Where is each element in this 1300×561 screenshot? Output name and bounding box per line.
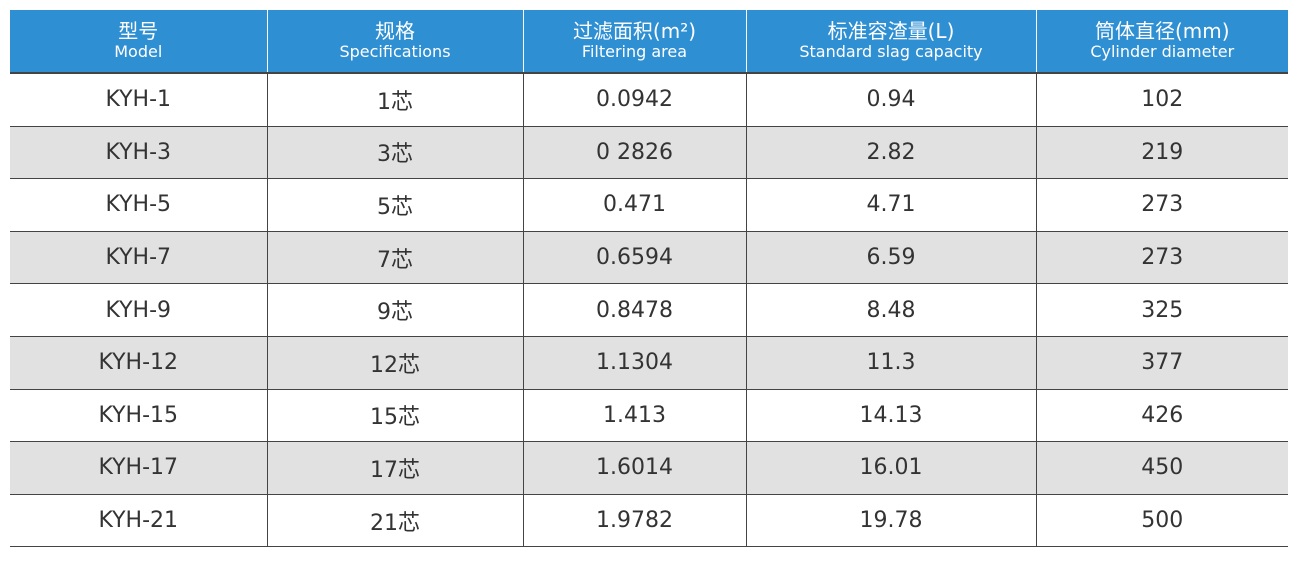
table-row: KYH-21 21芯 1.9782 19.78 500 <box>10 494 1288 548</box>
table-cell: 5芯 <box>266 178 523 232</box>
header-subtitle: Standard slag capacity <box>799 42 983 62</box>
table-cell: 325 <box>1035 283 1288 337</box>
table-cell: 273 <box>1035 178 1288 232</box>
table-row: KYH-3 3芯 0 2826 2.82 219 <box>10 126 1288 180</box>
table-cell: KYH-5 <box>10 178 267 232</box>
spec-table: 型号 Model 规格 Specifications 过滤面积(m²) Filtering… <box>10 10 1288 548</box>
table-cell: KYH-1 <box>10 71 267 127</box>
header-subtitle: Cylinder diameter <box>1090 42 1235 62</box>
table-row: KYH-15 15芯 1.413 14.13 426 <box>10 389 1288 443</box>
header-cell: 规格 Specifications <box>266 10 523 73</box>
header-cell: 标准容渣量(L) Standard slag capacity <box>745 10 1036 73</box>
table-cell: 0.471 <box>522 178 746 232</box>
table-cell: KYH-3 <box>10 126 267 180</box>
table-cell: 3芯 <box>266 126 523 180</box>
header-title: 筒体直径(mm) <box>1094 19 1230 44</box>
table-cell: 15芯 <box>266 389 523 443</box>
table-cell: 102 <box>1035 71 1288 127</box>
header-cell: 筒体直径(mm) Cylinder diameter <box>1035 10 1288 73</box>
table-cell: KYH-21 <box>10 494 267 548</box>
table-cell: 6.59 <box>745 231 1036 285</box>
table-cell: 11.3 <box>745 336 1036 390</box>
header-cell: 型号 Model <box>10 10 267 73</box>
table-cell: 500 <box>1035 494 1288 548</box>
table-row: KYH-9 9芯 0.8478 8.48 325 <box>10 283 1288 337</box>
table-body: KYH-1 1芯 0.0942 0.94 102 KYH-3 3芯 0 2826 2.82 219… <box>10 71 1288 548</box>
table-cell: 8.48 <box>745 283 1036 337</box>
table-cell: 1芯 <box>266 71 523 127</box>
header-subtitle: Filtering area <box>581 42 688 62</box>
header-title: 标准容渣量(L) <box>827 19 955 44</box>
table-cell: 377 <box>1035 336 1288 390</box>
header-subtitle: Model <box>114 42 163 62</box>
table-cell: 273 <box>1035 231 1288 285</box>
table-cell: KYH-7 <box>10 231 267 285</box>
table-cell: KYH-17 <box>10 441 267 495</box>
table-cell: 14.13 <box>745 389 1036 443</box>
table-cell: 2.82 <box>745 126 1036 180</box>
table-cell: KYH-9 <box>10 283 267 337</box>
header-row: 型号 Model 规格 Specifications 过滤面积(m²) Filtering… <box>10 10 1288 73</box>
table-row: KYH-1 1芯 0.0942 0.94 102 <box>10 71 1288 127</box>
table-row: KYH-7 7芯 0.6594 6.59 273 <box>10 231 1288 285</box>
table-cell: 219 <box>1035 126 1288 180</box>
header-subtitle: Specifications <box>339 42 451 62</box>
table-cell: 0.6594 <box>522 231 746 285</box>
table-cell: 0.0942 <box>522 71 746 127</box>
header-cell: 过滤面积(m²) Filtering area <box>522 10 746 73</box>
table-cell: 4.71 <box>745 178 1036 232</box>
table-cell: 16.01 <box>745 441 1036 495</box>
header-title: 规格 <box>375 19 415 44</box>
table-cell: 0.94 <box>745 71 1036 127</box>
table-cell: 7芯 <box>266 231 523 285</box>
table-cell: 0.8478 <box>522 283 746 337</box>
table-cell: 426 <box>1035 389 1288 443</box>
table-cell: KYH-15 <box>10 389 267 443</box>
header-title: 型号 <box>118 19 159 44</box>
table-cell: 9芯 <box>266 283 523 337</box>
table-cell: 1.6014 <box>522 441 746 495</box>
table-cell: 21芯 <box>266 494 523 548</box>
header-title: 过滤面积(m²) <box>572 19 697 44</box>
table-cell: 1.1304 <box>522 336 746 390</box>
table-cell: KYH-12 <box>10 336 267 390</box>
table-header: 型号 Model 规格 Specifications 过滤面积(m²) Filtering… <box>10 10 1288 73</box>
table-cell: 450 <box>1035 441 1288 495</box>
table-row: KYH-17 17芯 1.6014 16.01 450 <box>10 441 1288 495</box>
table-cell: 19.78 <box>745 494 1036 548</box>
table-cell: 0 2826 <box>522 126 746 180</box>
table-row: KYH-12 12芯 1.1304 11.3 377 <box>10 336 1288 390</box>
table-cell: 17芯 <box>266 441 523 495</box>
table-cell: 12芯 <box>266 336 523 390</box>
table-cell: 1.9782 <box>522 494 746 548</box>
table-cell: 1.413 <box>522 389 746 443</box>
table-row: KYH-5 5芯 0.471 4.71 273 <box>10 178 1288 232</box>
